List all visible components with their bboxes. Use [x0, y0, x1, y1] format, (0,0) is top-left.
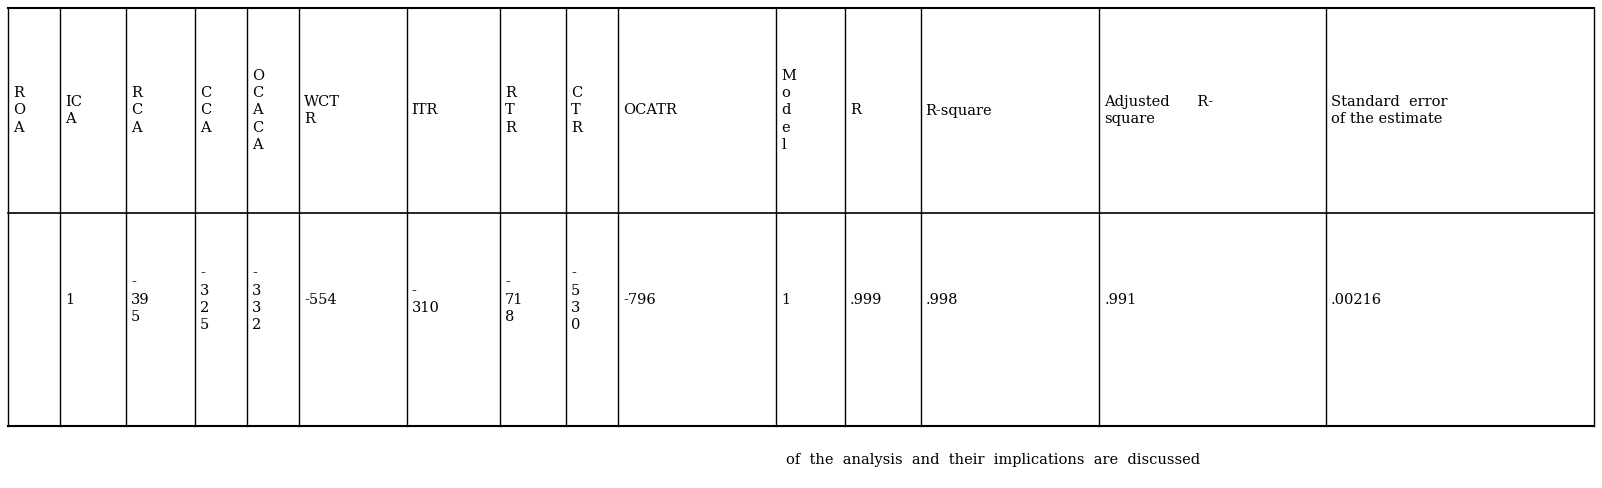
Text: 1: 1: [66, 292, 74, 306]
Text: R
T
R: R T R: [505, 86, 516, 135]
Text: -
3
2
5: - 3 2 5: [200, 266, 210, 332]
Text: C
C
A: C C A: [200, 86, 211, 135]
Text: WCT
R: WCT R: [304, 95, 340, 126]
Text: .00216: .00216: [1331, 292, 1383, 306]
Text: R-square: R-square: [926, 103, 992, 118]
Text: OCATR: OCATR: [623, 103, 678, 118]
Text: -
71
8: - 71 8: [505, 275, 524, 324]
Text: -554: -554: [304, 292, 336, 306]
Text: R
C
A: R C A: [131, 86, 143, 135]
Text: -796: -796: [623, 292, 655, 306]
Text: R
O
A: R O A: [13, 86, 26, 135]
Text: 1: 1: [782, 292, 790, 306]
Text: -
3
3
2: - 3 3 2: [252, 266, 261, 332]
Text: .999: .999: [851, 292, 883, 306]
Text: Standard  error
of the estimate: Standard error of the estimate: [1331, 95, 1448, 126]
Text: -
5
3
0: - 5 3 0: [570, 266, 580, 332]
Text: IC
A: IC A: [66, 95, 82, 126]
Text: -
39
5: - 39 5: [131, 275, 151, 324]
Text: ITR: ITR: [412, 103, 437, 118]
Text: of  the  analysis  and  their  implications  are  discussed: of the analysis and their implications a…: [787, 453, 1200, 467]
Text: R: R: [851, 103, 860, 118]
Text: M
o
d
e
l: M o d e l: [782, 69, 796, 152]
Text: -
310: - 310: [412, 284, 439, 315]
Text: O
C
A
C
A: O C A C A: [252, 69, 264, 152]
Text: .998: .998: [926, 292, 958, 306]
Text: C
T
R: C T R: [570, 86, 582, 135]
Text: Adjusted      R-
square: Adjusted R- square: [1104, 95, 1213, 126]
Text: .991: .991: [1104, 292, 1136, 306]
